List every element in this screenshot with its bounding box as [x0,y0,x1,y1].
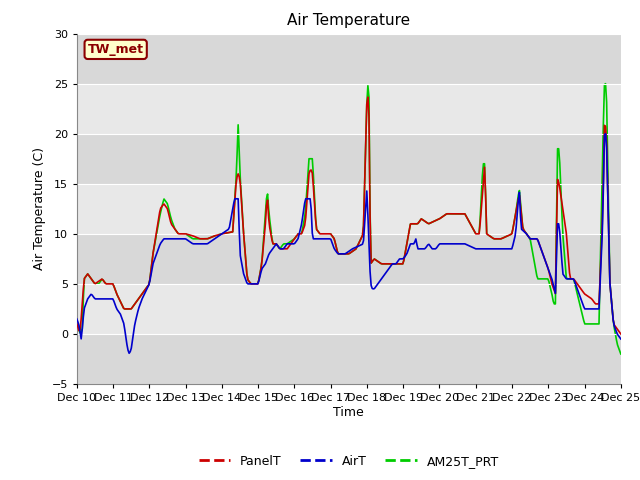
Bar [77,284,621,334]
Title: Air Temperature: Air Temperature [287,13,410,28]
Bar [77,84,621,134]
Bar [77,134,621,184]
Bar [77,334,621,384]
X-axis label: Time: Time [333,406,364,419]
Bar [77,34,621,84]
Y-axis label: Air Temperature (C): Air Temperature (C) [33,147,46,270]
Bar [77,234,621,284]
Legend: PanelT, AirT, AM25T_PRT: PanelT, AirT, AM25T_PRT [194,450,504,473]
Text: TW_met: TW_met [88,43,144,56]
Bar [77,184,621,234]
